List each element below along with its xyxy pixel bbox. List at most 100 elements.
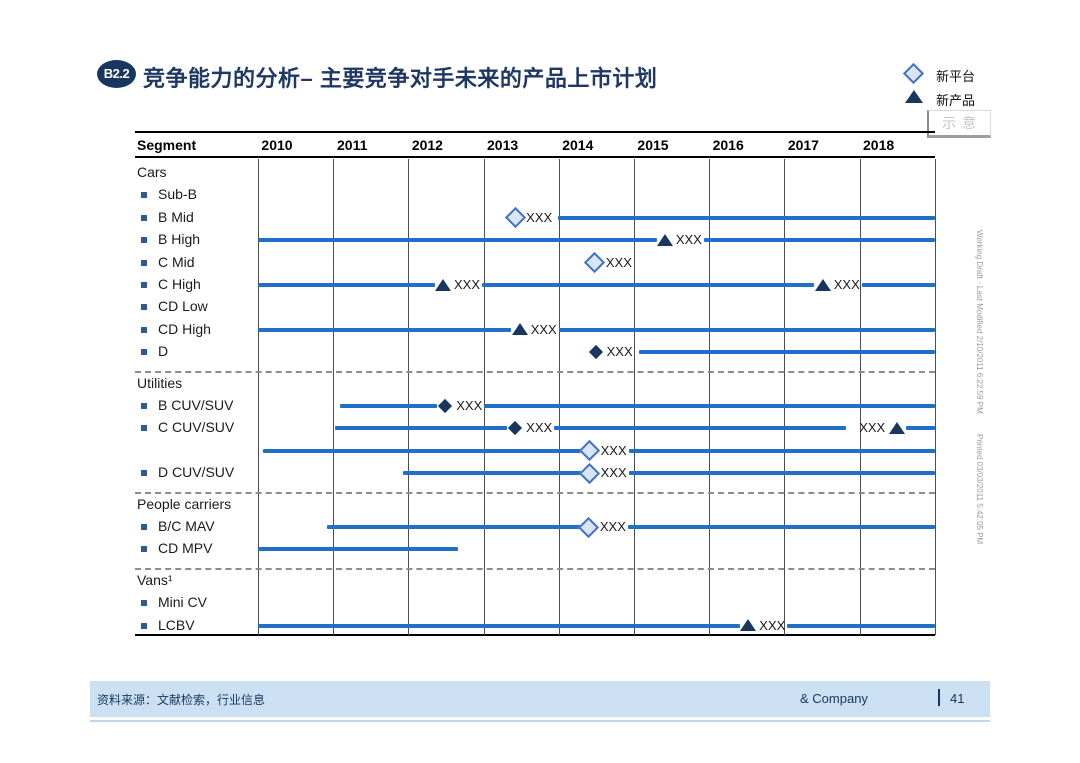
timeline-bar [639,350,935,355]
row-label: C CUV/SUV [158,419,235,436]
marker-label: XXX [675,232,702,248]
timeline-bar [558,327,935,332]
row-label: B High [158,231,201,248]
platform-diamond-icon [578,516,600,538]
row-bullet-icon [141,425,147,432]
row-bullet-icon [141,600,147,607]
product-diamond-icon [588,345,603,360]
year-gridline [859,159,861,635]
watermark-printed: Printed 03/03/2011 5:42:05 PM [975,434,984,545]
marker-label: XXX [605,254,632,270]
product-triangle-icon [889,421,906,434]
row-label: B CUV/SUV [158,397,234,413]
year-header: 2018 [863,137,895,153]
legend-label-product: 新产品 [936,93,976,108]
draft-stamp: 示意 [927,110,991,138]
marker-label: XXX [526,420,553,436]
timeline-bar [327,525,581,529]
row-label: C Mid [158,253,195,270]
year-gridline [934,159,936,635]
footer-separator [938,689,940,706]
timeline-bar [258,283,435,287]
section-badge: B2.2 [97,60,136,88]
timeline-bar [906,426,935,431]
row-bullet-icon [141,282,147,288]
marker-label: XXX [456,398,483,413]
group-label: Vans¹ [137,571,173,588]
timeline-bar [484,404,935,408]
timeline-bar [861,283,935,287]
marker-label: XXX [833,277,860,292]
year-header: 2016 [712,137,744,153]
footer-band [90,681,990,717]
group-label: People carriers [137,495,232,512]
row-label: C High [158,276,201,292]
table-top-border [135,131,935,133]
watermark-working-draft: Working Draft - Last Modified 2/10/2011 … [975,230,984,414]
year-gridline [558,159,560,635]
marker-label: XXX [600,442,627,458]
year-header: 2011 [337,137,368,153]
platform-diamond-icon [504,207,526,229]
row-label: CD Low [158,298,208,315]
row-bullet-icon [141,259,147,266]
section-divider [135,492,935,495]
row-label: D CUV/SUV [158,464,235,481]
table-bottom-border [135,634,935,636]
timeline-bar [339,404,437,408]
row-label: B Mid [158,208,194,225]
year-header: 2015 [637,137,669,153]
row-label: Sub-B [158,186,197,203]
row-bullet-icon [141,622,147,629]
marker-label: XXX [453,277,480,292]
marker-label: XXX [606,344,633,360]
row-label: LCBV [158,616,195,633]
footer-source: 资料来源：文献检索，行业信息 [97,693,266,707]
timeline-bar [263,448,582,453]
timeline-bar [334,426,507,431]
marker-label: XXX [759,617,786,633]
year-header: 2017 [787,137,819,153]
platform-diamond-icon [584,251,606,274]
row-label: CD MPV [158,540,213,557]
timeline-bar [258,623,741,628]
row-label: D [158,343,169,360]
row-bullet-icon [141,403,147,409]
year-gridline [408,159,410,635]
row-bullet-icon [141,214,147,221]
watermark-vertical-text: Working Draft - Last Modified 2/10/2011 … [975,230,984,562]
marker-label: XXX [530,321,557,337]
row-bullet-icon [141,524,147,530]
timeline-bar [403,471,582,476]
timeline-bar [258,547,459,552]
marker-label: XXX [600,465,627,481]
section-divider [135,371,935,374]
year-gridline [709,159,711,635]
product-triangle-icon [434,278,451,291]
marker-label: XXX [859,420,886,436]
year-header: 2013 [487,137,519,153]
marker-label: XXX [599,519,626,534]
year-header: 2014 [562,137,594,153]
product-diamond-icon [508,421,523,436]
row-bullet-icon [141,326,147,333]
product-triangle-icon [656,233,673,246]
row-bullet-icon [141,192,147,199]
year-header: 2012 [411,137,443,153]
row-bullet-icon [141,304,147,311]
bottom-rule [90,720,990,722]
row-label: B/C MAV [158,518,215,534]
footer-company: & Company [800,691,868,706]
section-divider [135,568,935,571]
year-gridline [483,159,485,635]
group-label: Cars [137,164,167,180]
timeline-bar [628,471,935,476]
row-bullet-icon [141,470,147,477]
page-number: 41 [950,691,965,706]
product-diamond-icon [438,398,453,414]
timeline-bar [627,525,935,529]
header-underline [135,156,935,158]
timeline-bar [703,238,935,243]
platform-diamond-icon [902,62,925,85]
year-gridline [258,159,259,635]
